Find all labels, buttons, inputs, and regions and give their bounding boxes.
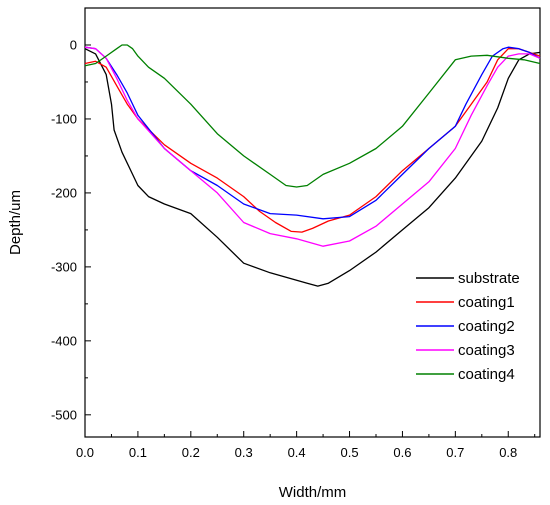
- x-tick-label: 0.7: [446, 445, 464, 460]
- x-tick-label: 0.4: [288, 445, 306, 460]
- y-tick-label: 0: [70, 37, 77, 52]
- x-axis: 0.0 0.1 0.2 0.3 0.4 0.5 0.6 0.7 0.8: [76, 431, 536, 460]
- x-tick-label: 0.1: [129, 445, 147, 460]
- series-line-coating4: [84, 44, 541, 188]
- legend-label-coating1: coating1: [458, 294, 515, 311]
- legend-label-coating2: coating2: [458, 318, 515, 335]
- y-tick-label: -200: [51, 185, 77, 200]
- y-tick-label: -400: [51, 333, 77, 348]
- x-tick-label: 0.5: [340, 445, 358, 460]
- series-line-coating2: [84, 46, 541, 220]
- x-tick-label: 0.2: [182, 445, 200, 460]
- series-line-substrate: [84, 48, 541, 287]
- legend-label-coating3: coating3: [458, 342, 515, 359]
- y-tick-label: -100: [51, 111, 77, 126]
- plot-frame: [84, 7, 541, 438]
- y-axis-title: Depth/um: [7, 190, 24, 255]
- series-layer: [84, 44, 541, 287]
- x-tick-label: 0.8: [499, 445, 517, 460]
- y-tick-label: -500: [51, 407, 77, 422]
- y-axis: 0 -100 -200 -300 -400 -500: [51, 37, 91, 422]
- legend-label-substrate: substrate: [458, 270, 520, 287]
- x-axis-title: Width/mm: [279, 484, 347, 501]
- x-tick-label: 0.3: [235, 445, 253, 460]
- legend: substrate coating1 coating2 coating3 coating…: [416, 270, 520, 383]
- x-tick-label: 0.6: [393, 445, 411, 460]
- series-line-coating1: [84, 48, 541, 233]
- x-tick-label: 0.0: [76, 445, 94, 460]
- legend-label-coating4: coating4: [458, 366, 515, 383]
- y-tick-label: -300: [51, 259, 77, 274]
- series-line-coating3: [84, 46, 541, 247]
- plot-border: [84, 7, 541, 438]
